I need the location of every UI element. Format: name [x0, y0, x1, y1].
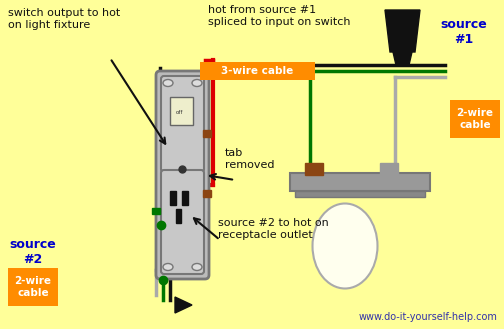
Text: 2-wire
cable: 2-wire cable: [15, 276, 51, 298]
Ellipse shape: [163, 264, 173, 270]
Text: 3-wire cable: 3-wire cable: [221, 66, 294, 76]
Text: switch output to hot
on light fixture: switch output to hot on light fixture: [8, 8, 120, 30]
Ellipse shape: [312, 204, 377, 289]
Polygon shape: [175, 297, 192, 313]
Text: 2-wire
cable: 2-wire cable: [457, 108, 493, 130]
Ellipse shape: [163, 80, 173, 87]
Bar: [380, 163, 398, 175]
Bar: [295, 191, 425, 197]
Ellipse shape: [192, 80, 202, 87]
Polygon shape: [393, 52, 412, 65]
Bar: [200, 62, 315, 80]
FancyBboxPatch shape: [156, 71, 209, 279]
Text: source #2 to hot on
receptacle outlet: source #2 to hot on receptacle outlet: [218, 218, 329, 240]
Bar: [182, 191, 188, 205]
Bar: [203, 130, 211, 137]
Text: source
#2: source #2: [10, 238, 56, 266]
Polygon shape: [385, 10, 420, 52]
Text: off: off: [175, 111, 182, 115]
Bar: [8, 268, 58, 306]
Bar: [450, 100, 500, 138]
Bar: [203, 190, 211, 197]
Ellipse shape: [192, 264, 202, 270]
Bar: [305, 163, 323, 175]
Text: source
#1: source #1: [440, 18, 487, 46]
Bar: [170, 191, 176, 205]
Bar: [176, 209, 181, 223]
FancyBboxPatch shape: [161, 170, 204, 274]
Text: hot from source #1
spliced to input on switch: hot from source #1 spliced to input on s…: [208, 5, 350, 27]
Bar: [170, 97, 193, 125]
FancyBboxPatch shape: [161, 76, 204, 172]
Text: tab
removed: tab removed: [225, 148, 275, 170]
Text: www.do-it-yourself-help.com: www.do-it-yourself-help.com: [358, 312, 497, 322]
Bar: [152, 208, 160, 214]
Bar: [290, 173, 430, 191]
